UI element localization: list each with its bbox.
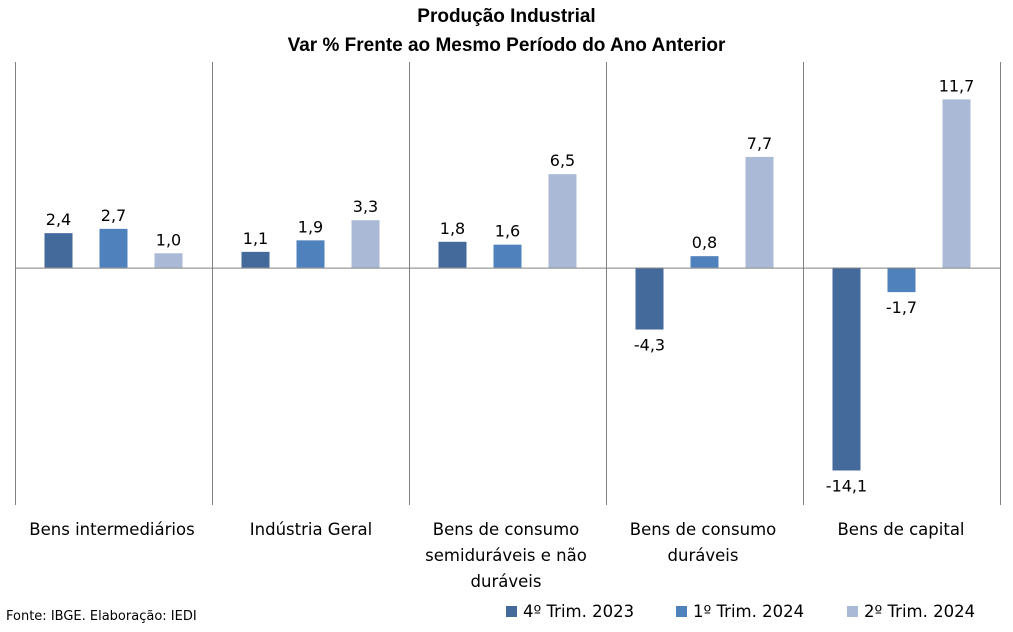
bar [296,240,325,268]
data-label: -1,7 [886,298,917,317]
data-label: 1,1 [243,229,268,248]
chart-subtitle: Var % Frente ao Mesmo Período do Ano Ant… [287,35,726,56]
category-label-semiduraveis: Bens de consumo semiduráveis e não duráv… [425,520,587,591]
bar [887,267,916,293]
data-label: 1,6 [495,222,520,241]
source-note: Fonte: IBGE. Elaboração: IEDI [6,609,197,624]
bar [493,244,522,268]
bar [438,241,467,268]
legend-item-1-trim-2024: 1º Trim. 2024 [676,602,804,621]
bar [241,251,270,268]
bar [745,156,774,268]
bar [44,233,73,268]
bar [351,220,380,268]
legend-label: 1º Trim. 2024 [693,602,805,621]
legend-swatch [506,606,517,617]
legend-item-4-trim-2023: 4º Trim. 2023 [506,602,634,621]
legend-label: 4º Trim. 2023 [523,602,635,621]
bar [942,99,971,268]
bar [635,267,664,330]
bar [832,267,861,471]
data-label: -14,1 [826,476,867,495]
bar [99,228,128,268]
data-label: 11,7 [939,76,975,95]
legend-item-2-trim-2024: 2º Trim. 2024 [847,602,975,621]
category-label-bens-de-capital: Bens de capital [837,520,965,539]
data-label: 0,8 [692,233,717,252]
data-label: 1,9 [298,217,323,236]
category-label-duraveis: Bens de consumo duráveis [629,520,777,565]
bar [548,174,577,268]
category-label-industria-geral: Indústria Geral [249,520,373,539]
data-label: 1,0 [156,230,181,249]
data-label: 1,8 [440,219,465,238]
data-label: 2,4 [46,210,71,229]
chart-title: Produção Industrial [417,6,596,27]
category-label-bens-intermediarios: Bens intermediários [29,520,195,539]
legend-swatch [676,606,687,617]
bar [690,256,719,268]
legend-swatch [847,606,858,617]
data-label: 2,7 [101,206,126,225]
data-label: 3,3 [353,197,378,216]
data-label: 6,5 [550,151,575,170]
data-label: 7,7 [747,134,772,153]
data-label: -4,3 [634,336,665,355]
bar [154,253,183,268]
legend-label: 2º Trim. 2024 [864,602,976,621]
